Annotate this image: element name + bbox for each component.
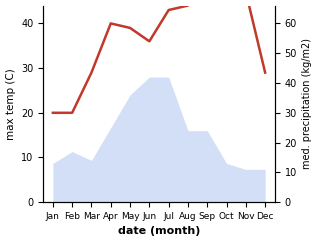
X-axis label: date (month): date (month) xyxy=(118,227,200,236)
Y-axis label: med. precipitation (kg/m2): med. precipitation (kg/m2) xyxy=(302,38,313,169)
Y-axis label: max temp (C): max temp (C) xyxy=(5,68,16,140)
